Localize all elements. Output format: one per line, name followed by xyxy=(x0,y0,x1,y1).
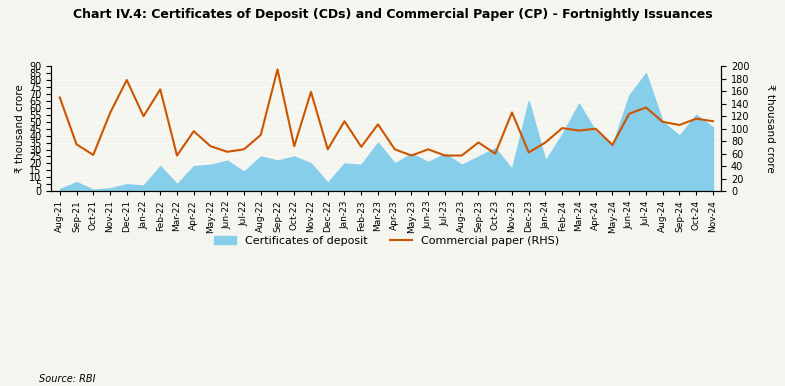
Y-axis label: ₹ thousand crore: ₹ thousand crore xyxy=(765,84,775,173)
Text: Source: RBI: Source: RBI xyxy=(39,374,96,384)
Text: Chart IV.4: Certificates of Deposit (CDs) and Commercial Paper (CP) - Fortnightl: Chart IV.4: Certificates of Deposit (CDs… xyxy=(73,8,712,21)
Legend: Certificates of deposit, Commercial paper (RHS): Certificates of deposit, Commercial pape… xyxy=(210,232,564,251)
Y-axis label: ₹ thousand crore: ₹ thousand crore xyxy=(15,84,25,173)
